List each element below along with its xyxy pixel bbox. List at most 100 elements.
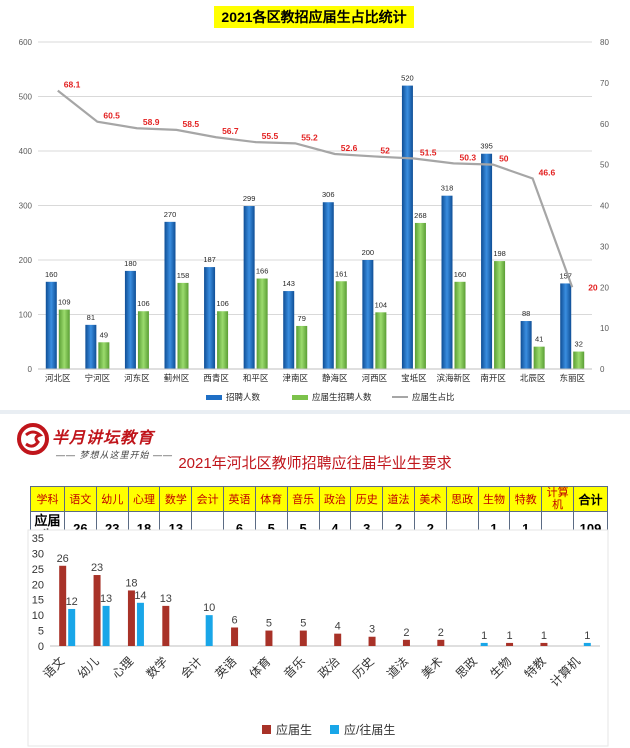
data-label-fresh: 5 bbox=[266, 618, 272, 630]
data-label-ratio: 52.6 bbox=[341, 143, 358, 153]
bar-fresh bbox=[256, 278, 268, 369]
bar-fresh bbox=[299, 630, 307, 646]
y-axis-tick-label: 0 bbox=[38, 641, 44, 653]
category-label: 河西区 bbox=[362, 373, 388, 383]
table-header-cell: 数学 bbox=[159, 486, 193, 512]
table-header-cell: 历史 bbox=[350, 486, 384, 512]
logo-text: 半月讲坛教育 bbox=[52, 430, 155, 447]
data-label-fresh: 41 bbox=[535, 335, 543, 344]
data-label-fresh: 198 bbox=[493, 249, 506, 258]
bar-recruit bbox=[204, 267, 216, 369]
bar-all bbox=[583, 642, 591, 646]
data-label-ratio: 58.5 bbox=[183, 119, 200, 129]
bar-recruit bbox=[85, 324, 97, 369]
chart-legend: 应届生 应/往届生 bbox=[262, 722, 395, 737]
data-label-ratio: 68.1 bbox=[64, 80, 81, 90]
y-axis-tick-label: 15 bbox=[32, 595, 44, 607]
left-axis-tick-label: 600 bbox=[19, 38, 33, 47]
requirements-title: 2021年河北区教师招聘应往届毕业生要求 bbox=[178, 455, 452, 472]
left-axis-tick-label: 100 bbox=[19, 311, 33, 320]
data-label-fresh: 18 bbox=[125, 577, 137, 589]
right-axis-tick-label: 80 bbox=[600, 38, 609, 47]
data-label-recruit: 200 bbox=[362, 248, 375, 257]
data-label-fresh: 104 bbox=[375, 300, 388, 309]
bar-recruit bbox=[243, 206, 255, 369]
data-label-ratio: 46.6 bbox=[539, 168, 556, 178]
data-label-fresh: 5 bbox=[300, 618, 306, 630]
data-label-fresh: 49 bbox=[100, 330, 108, 339]
bar-fresh bbox=[506, 642, 514, 646]
table-header-cell: 幼儿 bbox=[95, 486, 129, 512]
legend-swatch-fresh bbox=[292, 395, 308, 400]
bar-fresh bbox=[127, 590, 135, 646]
district-combo-chart: 0 100 200 300 400 500 600 0 10 20 30 40 50 60 70 80 160 1… bbox=[19, 38, 610, 402]
bar-fresh bbox=[231, 627, 239, 646]
bar-recruit bbox=[283, 291, 295, 369]
data-label-fresh: 161 bbox=[335, 269, 348, 278]
data-label-all: 14 bbox=[134, 590, 146, 602]
chart-frame bbox=[27, 529, 609, 747]
bar-fresh bbox=[375, 312, 387, 369]
data-label-ratio: 20 bbox=[588, 282, 598, 292]
bar-recruit bbox=[401, 85, 413, 369]
data-label-ratio: 50 bbox=[499, 154, 509, 164]
legend-label-all: 应/往届生 bbox=[344, 722, 395, 737]
bar-fresh bbox=[414, 222, 426, 369]
right-axis-tick-label: 20 bbox=[600, 283, 609, 292]
bar-fresh bbox=[296, 325, 308, 369]
y-axis-tick-label: 10 bbox=[32, 610, 44, 622]
panel-divider bbox=[0, 410, 630, 415]
category-label: 北辰区 bbox=[520, 373, 546, 383]
data-label-all: 12 bbox=[66, 596, 78, 608]
category-label: 河东区 bbox=[124, 373, 150, 383]
data-label-fresh: 26 bbox=[57, 553, 69, 565]
table-header-cell: 英语 bbox=[223, 486, 256, 512]
data-label-fresh: 158 bbox=[177, 271, 190, 280]
legend-label-recruit: 招聘人数 bbox=[226, 392, 261, 402]
table-header-cell: 道法 bbox=[382, 486, 415, 512]
category-label: 津南区 bbox=[282, 373, 308, 383]
data-label-all: 1 bbox=[481, 630, 487, 642]
legend-swatch-fresh bbox=[262, 725, 271, 734]
left-axis-tick-label: 500 bbox=[19, 93, 33, 102]
bar-recruit bbox=[481, 153, 493, 369]
category-label: 静海区 bbox=[322, 373, 348, 383]
category-label: 宁河区 bbox=[85, 373, 111, 383]
ratio-line bbox=[57, 89, 574, 288]
category-label: 河北区 bbox=[45, 373, 71, 383]
bar-fresh bbox=[177, 282, 189, 369]
bar-fresh bbox=[162, 605, 170, 646]
brand-logo: 半月讲坛教育 —— 梦想从这里开始 —— bbox=[16, 420, 176, 464]
table-header-cell: 心理 bbox=[127, 486, 161, 512]
bar-recruit bbox=[362, 260, 374, 369]
table-header-cell: 会计 bbox=[191, 486, 225, 512]
data-label-all: 1 bbox=[584, 630, 590, 642]
data-label-fresh: 3 bbox=[369, 624, 375, 636]
data-label-fresh: 1 bbox=[541, 630, 547, 642]
data-label-fresh: 160 bbox=[454, 270, 467, 279]
bar-fresh bbox=[533, 346, 545, 369]
data-label-recruit: 143 bbox=[282, 279, 295, 288]
data-label-recruit: 81 bbox=[87, 313, 95, 322]
logo-mark-icon bbox=[17, 423, 49, 455]
bar-recruit bbox=[560, 283, 572, 369]
bar-recruit bbox=[164, 221, 176, 369]
data-label-fresh: 79 bbox=[298, 314, 306, 323]
bar-fresh bbox=[334, 633, 342, 646]
bar-fresh bbox=[454, 281, 466, 369]
data-label-fresh: 166 bbox=[256, 267, 269, 276]
subject-bar-chart: 051015202530352612语文2313幼儿1814心理13数学10会计… bbox=[27, 529, 609, 747]
y-axis-tick-label: 5 bbox=[38, 626, 44, 638]
bar-fresh bbox=[494, 261, 506, 369]
data-label-fresh: 109 bbox=[58, 298, 71, 307]
right-axis-tick-label: 50 bbox=[600, 161, 609, 170]
left-axis-tick-label: 200 bbox=[19, 256, 33, 265]
table-header-cell: 音乐 bbox=[286, 486, 320, 512]
table-header-cell: 计算机 bbox=[541, 486, 574, 512]
bar-fresh bbox=[58, 309, 70, 369]
table-header-row: 学科 语文 幼儿 心理 数学 会计 英语 体育 音乐 政治 历史 道法 美术 思政 生物 特教 计算机 合计 bbox=[30, 486, 608, 512]
data-label-recruit: 187 bbox=[203, 255, 216, 264]
data-label-all: 13 bbox=[100, 593, 112, 605]
bar-all bbox=[68, 608, 76, 646]
bar-recruit bbox=[124, 270, 136, 369]
